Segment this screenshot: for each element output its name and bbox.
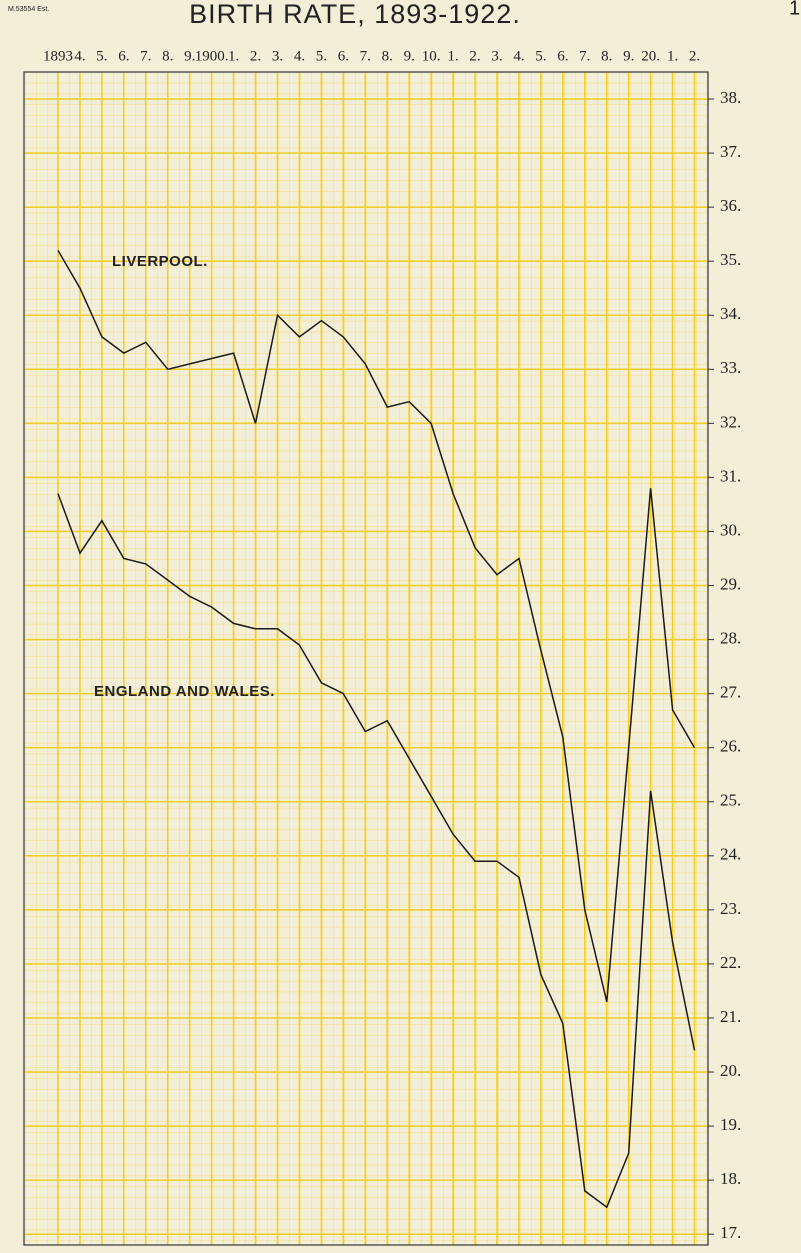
y-tick-label: 20. (720, 1061, 741, 1080)
y-tick-label: 18. (720, 1169, 741, 1188)
stamp: M.53554 Est. (8, 6, 49, 13)
x-tick-label: 10. (422, 48, 441, 64)
y-tick-label: 26. (720, 737, 741, 756)
y-tick-label: 27. (720, 683, 741, 702)
x-tick-label: 8. (382, 48, 393, 64)
y-tick-label: 30. (720, 520, 741, 539)
x-tick-label: 9. (184, 48, 195, 64)
y-tick-label: 37. (720, 142, 741, 161)
x-tick-label: 2. (689, 48, 700, 64)
x-tick-label: 7. (140, 48, 151, 64)
x-tick-label: 7. (360, 48, 371, 64)
plot-frame (23, 71, 709, 1246)
chart-title: BIRTH RATE, 1893-1922. (189, 0, 521, 29)
x-tick-label: 9. (623, 48, 634, 64)
x-tick-label: 2. (250, 48, 261, 64)
y-tick-label: 23. (720, 899, 741, 918)
y-tick-label: 28. (720, 628, 741, 647)
y-tick-label: 34. (720, 304, 741, 323)
x-tick-label: 1. (667, 48, 678, 64)
x-tick-label: 6. (557, 48, 568, 64)
major-grid (24, 72, 714, 1245)
x-tick-label: 7. (579, 48, 590, 64)
x-tick-label: 3. (491, 48, 502, 64)
x-tick-label: 1893 (43, 48, 73, 64)
x-tick-label: 4. (74, 48, 85, 64)
x-tick-label: 20. (641, 48, 660, 64)
y-tick-label: 36. (720, 196, 741, 215)
series-line (57, 250, 696, 1002)
x-tick-label: 8. (601, 48, 612, 64)
x-tick-label: 5. (96, 48, 107, 64)
x-tick-label: 4. (513, 48, 524, 64)
x-tick-label: 2. (469, 48, 480, 64)
x-tick-label: 8. (162, 48, 173, 64)
y-tick-label: 38. (720, 88, 741, 107)
page-number: 1 (789, 0, 800, 19)
series-line (57, 493, 696, 1209)
y-tick-label: 31. (720, 466, 741, 485)
series-label: ENGLAND AND WALES. (94, 683, 275, 700)
x-tick-label: 1900. (195, 48, 229, 64)
y-tick-label: 17. (720, 1223, 741, 1242)
y-tick-label: 35. (720, 250, 741, 269)
y-tick-label: 24. (720, 845, 741, 864)
x-tick-label: 6. (118, 48, 129, 64)
y-tick-label: 21. (720, 1007, 741, 1026)
y-tick-label: 29. (720, 574, 741, 593)
x-tick-label: 4. (294, 48, 305, 64)
x-tick-label: 6. (338, 48, 349, 64)
x-tick-label: 5. (316, 48, 327, 64)
y-tick-label: 33. (720, 358, 741, 377)
plot: 1893 4. 5. 6. 7. 8. 9. 1900. 1. 2. 3. 4. 5. 6. 7. 8. 9. 1… (43, 48, 741, 1242)
y-tick-label: 25. (720, 791, 741, 810)
series-label: LIVERPOOL. (112, 253, 208, 270)
y-tick-label: 32. (720, 412, 741, 431)
y-tick-label: 22. (720, 953, 741, 972)
y-tick-label: 19. (720, 1115, 741, 1134)
x-tick-label: 1. (228, 48, 239, 64)
x-tick-label: 1. (447, 48, 458, 64)
x-tick-label: 5. (535, 48, 546, 64)
x-tick-label: 3. (272, 48, 283, 64)
x-tick-label: 9. (404, 48, 415, 64)
